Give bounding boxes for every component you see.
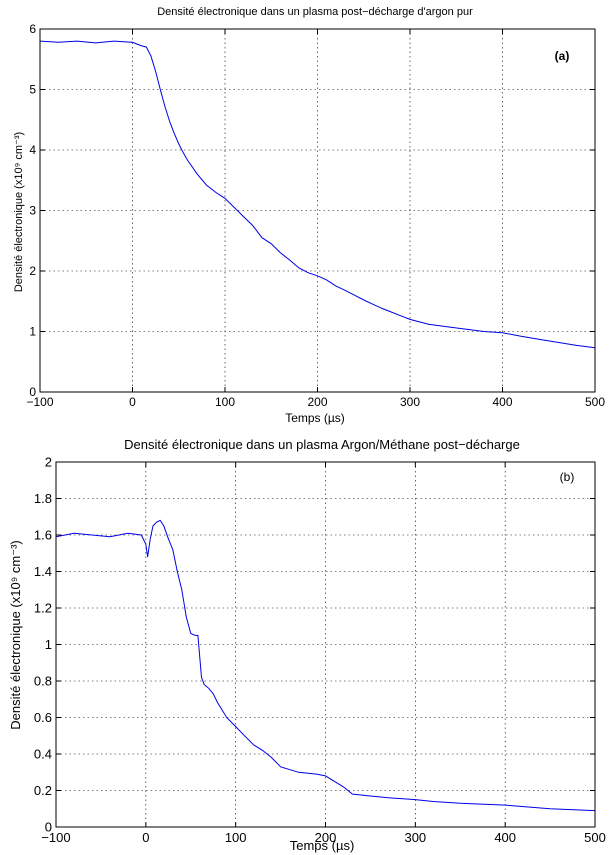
y-tick-label: 0.2 [34, 783, 52, 798]
x-tick-label: 0 [129, 395, 136, 409]
chart-title: Densité électronique dans un plasma post… [157, 6, 473, 18]
x-tick-label: 300 [400, 395, 420, 409]
x-tick-label: 300 [404, 830, 426, 845]
panel-label: (b) [560, 470, 575, 484]
chart-title: Densité électronique dans un plasma Argo… [124, 437, 520, 452]
y-tick-label: 0.8 [34, 674, 52, 689]
y-axis-label: Densité électronique (x10⁹ cm⁻³) [8, 540, 23, 729]
x-tick-label: 100 [225, 830, 247, 845]
y-tick-label: 0 [45, 820, 52, 835]
y-tick-label: 2 [29, 264, 36, 278]
y-axis-label: Densité électronique (x10⁹ cm⁻³) [13, 132, 25, 292]
y-tick-label: 4 [29, 143, 36, 157]
x-tick-label: 500 [584, 830, 606, 845]
y-tick-label: 1.6 [34, 528, 52, 543]
y-tick-label: 1.2 [34, 601, 52, 616]
y-tick-label: 1.4 [34, 564, 52, 579]
y-tick-label: 3 [29, 204, 36, 218]
x-tick-label: −100 [41, 830, 70, 845]
x-tick-label: −100 [26, 395, 53, 409]
y-tick-label: 1 [29, 325, 36, 339]
y-tick-label: 1.8 [34, 491, 52, 506]
chart-panel-a: Densité électronique dans un plasma post… [13, 6, 605, 425]
y-tick-label: 6 [29, 22, 36, 36]
x-tick-label: 500 [585, 395, 605, 409]
panel-label: (a) [555, 49, 570, 63]
y-tick-label: 0.4 [34, 747, 52, 762]
y-tick-label: 1 [45, 637, 52, 652]
x-tick-label: 0 [142, 830, 149, 845]
y-tick-label: 0.6 [34, 710, 52, 725]
series-line [39, 40, 596, 349]
x-tick-label: 200 [315, 830, 337, 845]
axis-ticks: −100 0 100 200 300 400 50000.20.40.60.811.21.4… [34, 455, 606, 845]
x-tick-label: 200 [307, 395, 327, 409]
x-tick-label: 100 [215, 395, 235, 409]
chart-panel-b: Densité électronique dans un plasma Argo… [8, 437, 606, 853]
x-tick-label: 400 [494, 830, 516, 845]
x-axis-label: Temps (µs) [290, 838, 355, 853]
series-line [55, 519, 596, 812]
y-tick-label: 5 [29, 83, 36, 97]
y-tick-label: 0 [29, 385, 36, 399]
x-axis-label: Temps (µs) [285, 411, 345, 425]
x-tick-label: 400 [492, 395, 512, 409]
grid-lines [40, 29, 595, 392]
y-tick-label: 2 [45, 455, 52, 470]
